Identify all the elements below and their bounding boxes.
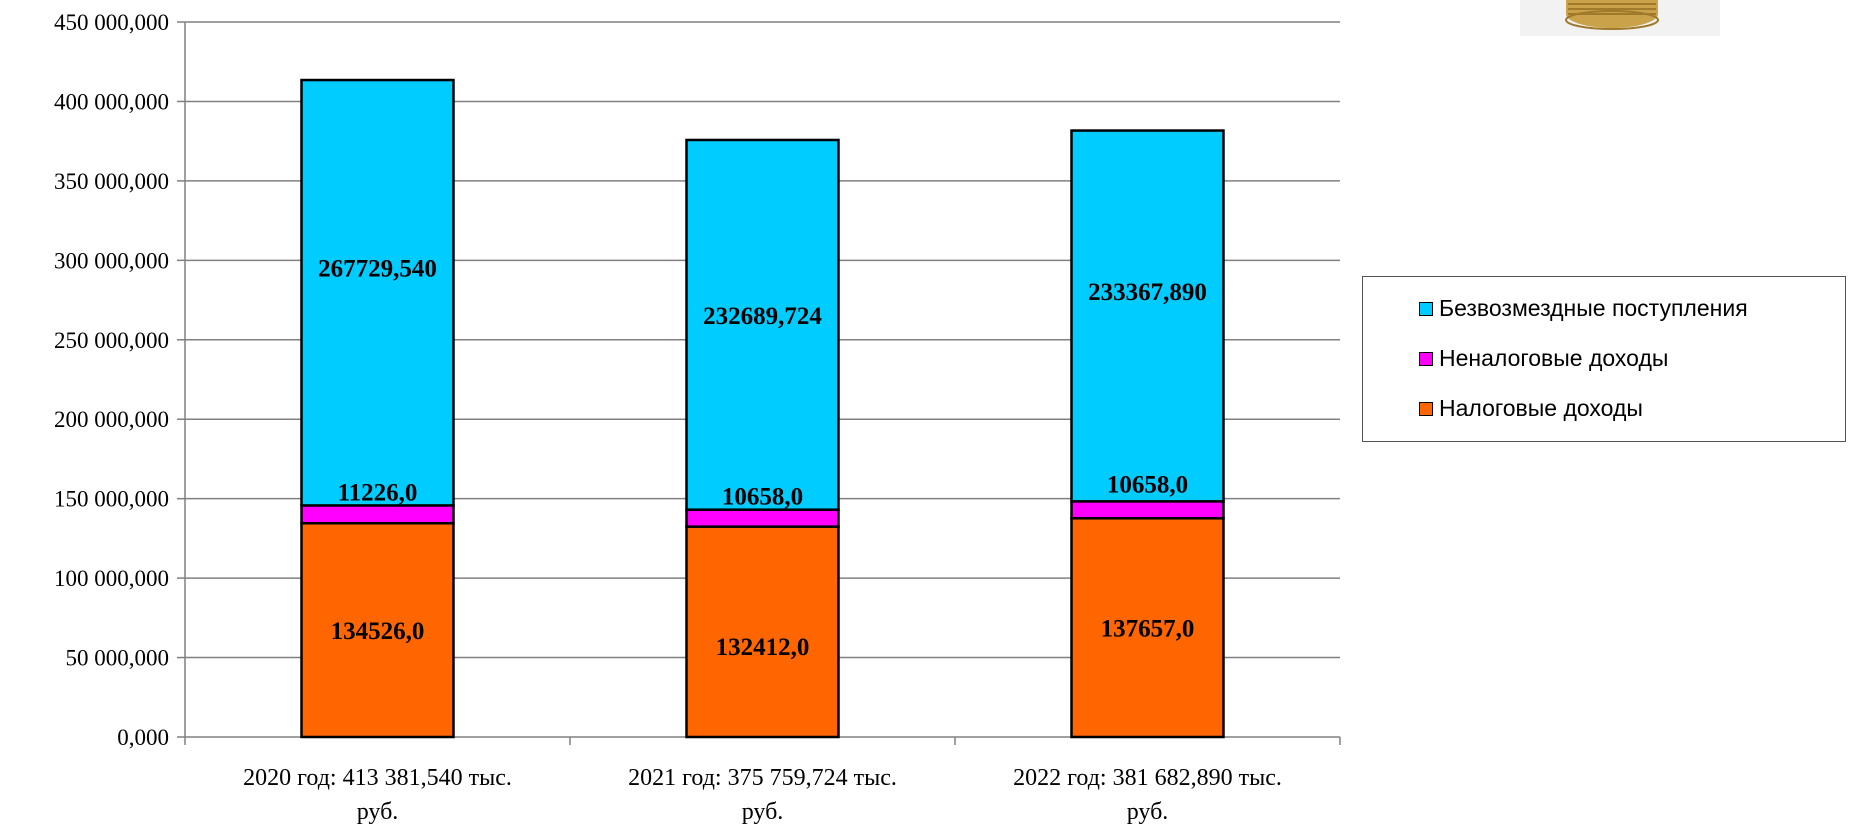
x-category-label: руб. [357, 799, 399, 825]
legend-item-nalogovye: Налоговые доходы [1419, 395, 1643, 422]
coin-stack-icon [1520, 0, 1720, 36]
bar-segment [1070, 517, 1225, 739]
legend-label-bezvozmezdnye: Безвозмездные поступления [1439, 295, 1748, 321]
legend: Безвозмездные поступления Неналоговые до… [1362, 276, 1846, 442]
data-label: 267729,540 [318, 256, 437, 283]
x-category-label: руб. [742, 799, 784, 825]
legend-label-nalogovye: Налоговые доходы [1439, 395, 1643, 421]
data-label: 233367,890 [1088, 279, 1207, 306]
data-label: 11226,0 [338, 479, 418, 506]
legend-item-nenalogovye: Неналоговые доходы [1419, 345, 1668, 372]
y-tick-label: 300 000,000 [54, 248, 169, 273]
y-tick-label: 50 000,000 [66, 646, 170, 671]
data-label: 10658,0 [1107, 471, 1188, 498]
bar-segment [300, 78, 455, 507]
x-category-label: 2020 год: 413 381,540 тыс. [243, 765, 512, 791]
data-label: 137657,0 [1101, 616, 1195, 643]
x-category-label: руб. [1127, 799, 1169, 825]
data-label: 10658,0 [722, 484, 803, 511]
y-tick-label: 200 000,000 [54, 407, 169, 432]
bar-segment [685, 525, 840, 739]
bar-segment [685, 508, 840, 528]
y-tick-label: 400 000,000 [54, 89, 169, 114]
x-category-label: 2021 год: 375 759,724 тыс. [628, 765, 897, 791]
legend-swatch-bezvozmezdnye [1419, 301, 1433, 316]
bars [300, 78, 1225, 739]
bar-segment [300, 504, 455, 525]
y-tick-label: 250 000,000 [54, 328, 169, 353]
x-category-label: 2022 год: 381 682,890 тыс. [1013, 765, 1282, 791]
data-label: 134526,0 [331, 618, 425, 645]
legend-label-nenalogovye: Неналоговые доходы [1439, 345, 1669, 371]
bar-segment [1070, 129, 1225, 503]
legend-item-bezvozmezdnye: Безвозмездные поступления [1419, 295, 1748, 322]
y-tick-label: 0,000 [117, 725, 169, 750]
data-label: 232689,724 [703, 303, 822, 330]
bar-segment [1070, 500, 1225, 520]
y-tick-label: 150 000,000 [54, 487, 169, 512]
bar-segment [685, 138, 840, 511]
y-tick-label: 350 000,000 [54, 169, 169, 194]
data-labels: 134526,0 11226,0 267729,540 132412,0 10658,0… [318, 256, 1207, 661]
legend-swatch-nalogovye [1419, 401, 1433, 416]
y-tick-label: 100 000,000 [54, 566, 169, 591]
data-label: 132412,0 [716, 634, 810, 661]
y-tick-label: 450 000,000 [54, 10, 169, 35]
legend-swatch-nenalogovye [1419, 351, 1433, 366]
